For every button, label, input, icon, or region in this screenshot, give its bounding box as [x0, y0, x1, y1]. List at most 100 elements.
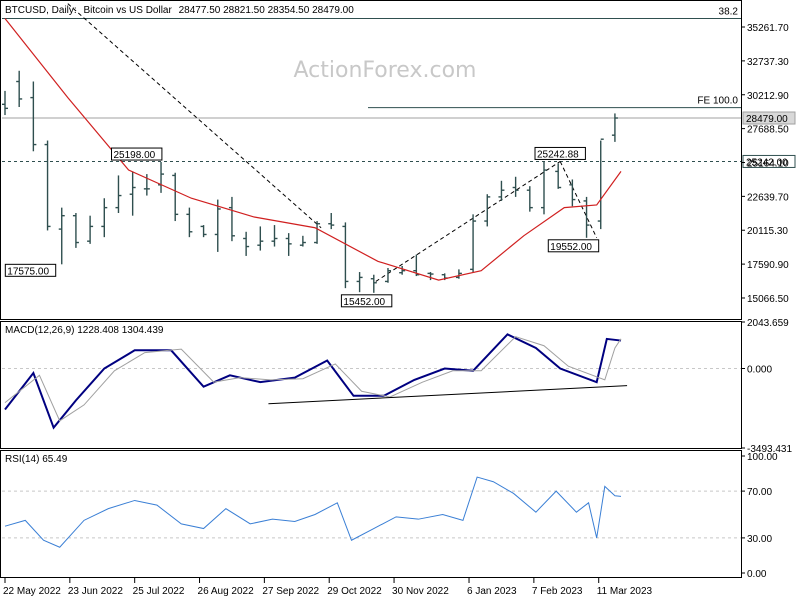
- price-bar: [470, 214, 477, 273]
- annotation-box: [340, 294, 393, 308]
- rsi-panel-frame: [0, 450, 742, 578]
- price-y-tick-label: 20115.30: [747, 226, 788, 237]
- price-bar: [58, 207, 65, 265]
- annotation-box: [534, 146, 586, 160]
- level-price-box: [742, 154, 796, 168]
- price-bar: [214, 199, 221, 252]
- price-bar: [427, 272, 434, 281]
- price-bar: [271, 225, 278, 247]
- price-bar: [228, 196, 235, 242]
- chart-ohlc: 28477.50 28821.50 28354.50 28479.00: [179, 5, 355, 16]
- x-tick-label: 27 Sep 2022: [262, 586, 319, 597]
- annotation-label: 25242.88: [537, 149, 579, 160]
- chart-description: Bitcoin vs US Dollar: [83, 5, 172, 16]
- price-bar: [172, 172, 179, 222]
- price-y-tick-label: 15066.50: [747, 294, 789, 305]
- x-tick-label: 11 Mar 2023: [597, 586, 653, 597]
- macd-line: [4, 333, 622, 430]
- price-bar: [30, 81, 37, 152]
- price-y-tick-label: 27688.50: [747, 125, 789, 136]
- chart-header: BTCUSD, Daily: Bitcoin vs US Dollar 2847…: [5, 5, 354, 16]
- price-y-tick-label: 17590.90: [747, 260, 789, 271]
- macd-y-tick-label: -3493.431: [747, 444, 792, 455]
- price-bar: [342, 222, 349, 289]
- current-price-box: [742, 111, 796, 125]
- price-bar: [314, 221, 321, 244]
- price-bar: [257, 226, 264, 251]
- price-y-tick-label: 22639.70: [747, 192, 789, 203]
- x-tick-label: 26 Aug 2022: [198, 586, 255, 597]
- moving-average-line: [4, 18, 622, 281]
- price-bar: [555, 163, 562, 189]
- x-tick-label: 23 Jun 2022: [68, 586, 123, 597]
- price-bar: [455, 269, 462, 279]
- price-layer: 38.2 FE 100.0 25242.00 28479.00 25198.00 1757…: [2, 3, 796, 308]
- price-bar: [541, 161, 547, 215]
- price-y-tick-label: 32737.30: [747, 57, 789, 68]
- macd-y-tick-label: 0.000: [747, 365, 772, 376]
- price-y-tick-label: 30212.90: [747, 91, 789, 102]
- rsi-layer: [2, 476, 741, 548]
- x-tick-label: 22 May 2022: [3, 586, 61, 597]
- trendline-pullback: [559, 161, 598, 239]
- watermark: ActionForex.com: [294, 58, 477, 83]
- current-price-label: 28479.00: [746, 114, 788, 125]
- price-bar: [597, 138, 604, 230]
- price-bar: [186, 207, 193, 238]
- price-bar: [356, 272, 363, 293]
- price-bar: [399, 266, 406, 275]
- annotation-label: 17575.00: [7, 266, 49, 277]
- price-bar: [243, 231, 250, 256]
- macd-panel-frame: [0, 321, 742, 449]
- price-bar: [569, 179, 576, 207]
- level-label: 38.2: [719, 6, 739, 17]
- price-bar: [87, 215, 94, 244]
- annotation-box: [111, 147, 163, 161]
- macd-label: MACD(12,26,9) 1228.408 1304.439: [5, 325, 164, 336]
- level-price-label: 25242.00: [746, 157, 788, 168]
- price-bar: [44, 140, 51, 231]
- annotation-box: [4, 263, 57, 277]
- annotation-label: 19552.00: [550, 242, 592, 253]
- x-tick-label: 25 Jul 2022: [133, 586, 185, 597]
- rsi-label: RSI(14) 65.49: [5, 454, 68, 465]
- price-bar: [115, 175, 122, 213]
- axis-layer: 35261.70 32737.30 30212.90 27688.50 25164.10…: [3, 23, 792, 597]
- level-label: FE 100.0: [697, 96, 738, 107]
- price-y-tick-label: 35261.70: [747, 23, 789, 34]
- price-bar: [129, 171, 136, 216]
- price-bar: [484, 194, 491, 227]
- price-bar: [526, 186, 533, 212]
- chart-symbol: BTCUSD, Daily:: [5, 5, 77, 16]
- price-bar: [285, 233, 292, 256]
- price-bar: [72, 213, 79, 248]
- price-bar: [101, 198, 108, 238]
- x-tick-label: 30 Nov 2022: [392, 586, 449, 597]
- price-bar: [16, 70, 23, 107]
- macd-layer: [2, 333, 741, 430]
- x-tick-label: 6 Jan 2023: [467, 586, 517, 597]
- price-bar: [583, 196, 590, 238]
- price-bar: [611, 113, 618, 142]
- price-bar: [498, 180, 505, 201]
- price-bar: [200, 225, 207, 238]
- macd-y-tick-label: 2043.659: [747, 318, 789, 329]
- x-tick-label: 29 Oct 2022: [327, 586, 382, 597]
- rsi-line: [4, 476, 622, 548]
- price-bar: [370, 274, 377, 293]
- price-bar: [384, 268, 391, 283]
- price-y-tick-label: 25164.10: [747, 158, 789, 169]
- trendline-up: [375, 161, 561, 282]
- trendline-down: [67, 3, 322, 229]
- macd-trendline: [268, 385, 628, 405]
- rsi-y-tick-label: 30.00: [747, 534, 772, 545]
- x-tick-label: 7 Feb 2023: [532, 586, 583, 597]
- price-bar: [158, 162, 165, 193]
- price-bar: [2, 90, 8, 116]
- annotation-box: [547, 239, 600, 253]
- rsi-y-tick-label: 70.00: [747, 487, 772, 498]
- price-bar: [328, 213, 335, 230]
- macd-signal-line: [4, 336, 622, 422]
- rsi-y-tick-label: 100.00: [747, 452, 778, 463]
